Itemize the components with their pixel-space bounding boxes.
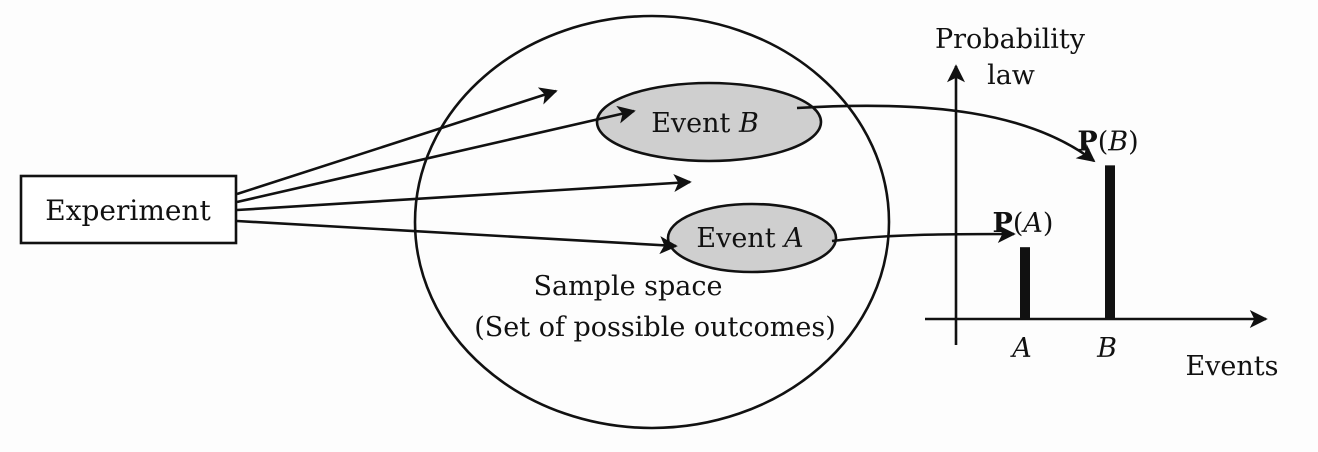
- event-tick-label-a: A: [1009, 333, 1032, 364]
- event-a-word: Event: [696, 223, 775, 254]
- outcome-arrow-4: [236, 219, 678, 255]
- probability-bars: AP(A)BP(B): [993, 126, 1139, 364]
- event-letter: B: [1107, 126, 1128, 157]
- event-b-ellipse: [595, 81, 823, 163]
- events-axis-title: Events: [1185, 351, 1278, 382]
- event-a-mapping-arrow: [831, 225, 1016, 244]
- event-b-letter: B: [738, 108, 759, 139]
- outcome-arrow-2: [236, 105, 636, 204]
- close-paren: ): [1128, 126, 1139, 157]
- experiment-node: Experiment: [19, 174, 238, 245]
- probability-axis-title-line2: law: [987, 60, 1035, 91]
- probability-law-chart: Probability law Events AP(A)BP(B): [925, 24, 1279, 382]
- close-paren: ): [1043, 208, 1054, 239]
- event-a-letter: A: [781, 223, 804, 254]
- event-a-node: Event A: [666, 202, 838, 274]
- experiment-box: [19, 174, 238, 245]
- event-a-label: Event A: [696, 223, 803, 254]
- outcome-arrows: [236, 87, 692, 255]
- mapping-arrows: [796, 104, 1096, 244]
- event-b-node: Event B: [595, 81, 823, 163]
- probability-bar-b: [1105, 165, 1115, 319]
- sample-space-title: Sample space: [533, 271, 722, 302]
- event-tick-label-b: B: [1096, 333, 1117, 364]
- experiment-label: Experiment: [45, 194, 211, 227]
- outcome-arrow-1: [236, 87, 558, 196]
- event-b-label: Event B: [651, 108, 759, 139]
- event-b-word: Event: [651, 108, 730, 139]
- sample-space: Sample space (Set of possible outcomes): [413, 14, 891, 430]
- open-paren: (: [1098, 126, 1109, 157]
- sample-space-subtitle: (Set of possible outcomes): [474, 312, 835, 343]
- sample-space-circle: [413, 14, 891, 430]
- probability-axis-title-line1: Probability: [935, 24, 1086, 55]
- event-b-mapping-arrow: [796, 104, 1096, 163]
- outcome-arrow-3: [236, 174, 692, 212]
- probability-bar-a: [1020, 247, 1030, 319]
- event-letter: A: [1020, 208, 1043, 239]
- probability-label-b: P(B): [1077, 126, 1138, 157]
- open-paren: (: [1013, 208, 1024, 239]
